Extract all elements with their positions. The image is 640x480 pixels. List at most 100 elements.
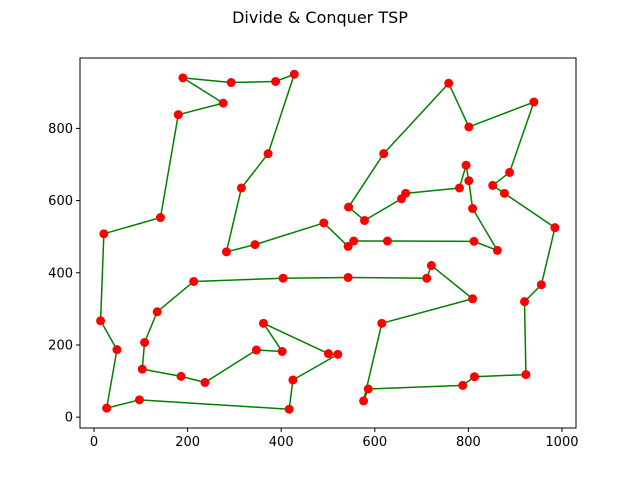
route-segment (540, 227, 556, 285)
city-point (468, 204, 478, 214)
route-segment (99, 233, 105, 321)
city-point (112, 345, 122, 355)
route-segment (143, 311, 158, 343)
x-tick-label: 400 (269, 435, 294, 450)
route-segment (474, 373, 526, 378)
city-point (468, 294, 478, 304)
city-point (251, 345, 261, 355)
city-point (529, 97, 539, 107)
city-point (250, 240, 260, 250)
city-point (422, 273, 432, 283)
x-tick-label: 800 (456, 435, 481, 450)
city-point (458, 380, 468, 390)
city-point (464, 176, 474, 186)
route-segment (139, 399, 290, 410)
route-segment (178, 102, 224, 116)
city-point (189, 276, 199, 286)
city-point (173, 110, 183, 120)
city-point (343, 241, 353, 251)
city-point (152, 307, 162, 317)
city-point (488, 180, 498, 190)
x-tick-label: 600 (362, 435, 387, 450)
city-point (221, 247, 231, 257)
city-point (319, 218, 329, 228)
x-tick-label: 200 (175, 435, 200, 450)
city-point (278, 273, 288, 283)
route-segment (106, 399, 140, 409)
route-segment (263, 322, 329, 355)
route-segment (159, 114, 180, 218)
city-point (536, 280, 546, 290)
y-tick-label: 400 (48, 266, 73, 281)
route-segment (105, 349, 118, 409)
city-point (333, 349, 343, 359)
city-markers (96, 69, 560, 414)
route-segment (448, 82, 470, 128)
route-segment (193, 277, 284, 283)
y-tick-label: 600 (48, 194, 73, 209)
city-point (102, 403, 112, 413)
city-point (263, 149, 273, 159)
route-segment (503, 192, 556, 229)
city-point (155, 213, 165, 223)
city-point (469, 372, 479, 382)
city-point (176, 371, 186, 381)
city-point (363, 384, 373, 394)
city-point (99, 229, 109, 239)
route-segment (225, 187, 243, 253)
city-point (382, 236, 392, 246)
route-segment (226, 243, 256, 253)
route-segment (468, 180, 474, 209)
city-point (379, 149, 389, 159)
y-tick-label: 800 (48, 122, 73, 137)
city-point (454, 183, 464, 193)
city-point (178, 73, 188, 83)
city-point (323, 349, 333, 359)
city-point (226, 78, 236, 88)
route-segment (430, 264, 474, 300)
route-segment (381, 298, 473, 325)
y-tick-label: 200 (48, 338, 73, 353)
city-point (284, 404, 294, 414)
city-point (236, 183, 246, 193)
city-point (343, 272, 353, 282)
city-point (444, 78, 454, 88)
city-point (96, 316, 106, 326)
route-segment (471, 208, 499, 251)
route-segment (99, 320, 118, 351)
route-segment (262, 322, 283, 352)
route-segment (368, 384, 463, 390)
route-segment (348, 276, 427, 279)
city-point (396, 194, 406, 204)
route-segment (523, 301, 527, 375)
route-segment (364, 198, 402, 222)
route-segment (240, 153, 269, 189)
route-segment (204, 349, 257, 384)
city-point (289, 69, 299, 79)
route-segment (267, 74, 296, 154)
route-segment (283, 276, 349, 279)
route-segment (254, 222, 325, 246)
city-point (550, 223, 560, 233)
x-tick-label: 0 (90, 435, 98, 450)
city-point (134, 395, 144, 405)
route-segment (468, 101, 535, 128)
city-point (426, 261, 436, 271)
route-segment (292, 353, 339, 381)
city-point (258, 318, 268, 328)
city-point (288, 375, 298, 385)
route-segment (323, 222, 349, 247)
city-point (349, 236, 359, 246)
city-point (461, 160, 471, 170)
city-point (499, 188, 509, 198)
city-point (137, 364, 147, 374)
route-segment (347, 153, 385, 208)
y-axis-ticks: 0 200 400 600 800 (48, 122, 80, 426)
city-point (492, 245, 502, 255)
city-point (277, 346, 287, 356)
route-segment (288, 379, 294, 410)
route-segment (383, 82, 450, 155)
city-point (200, 378, 210, 388)
plot-frame (79, 57, 577, 429)
city-point (520, 297, 530, 307)
